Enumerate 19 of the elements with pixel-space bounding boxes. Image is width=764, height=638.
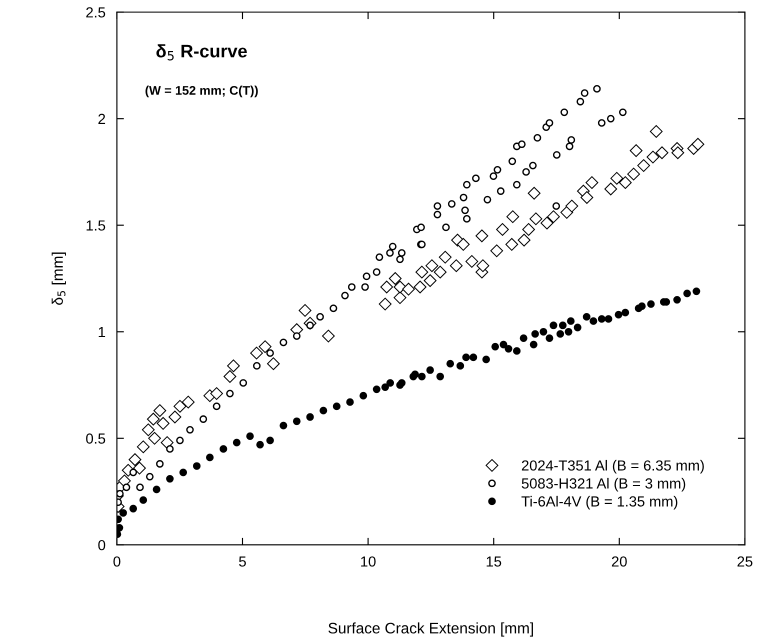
legend-label: Ti-6Al-4V (B = 1.35 mm)	[521, 496, 678, 510]
x-tick-label: 5	[239, 556, 246, 567]
x-tick-label: 25	[738, 556, 752, 567]
y-tick-label: 0.5	[86, 433, 106, 444]
text: (W = 152 mm; C(T))	[146, 86, 258, 98]
x-axis-title: Surface Crack Extension [mm]	[328, 622, 533, 637]
x-tick-label: 0	[113, 556, 120, 567]
x-tick-label: 15	[486, 556, 502, 567]
y-tick-label: 0	[98, 540, 106, 550]
x-tick-label: 10	[361, 556, 376, 567]
y-tick-label: 2	[98, 114, 106, 124]
y-tick-label: 1	[98, 327, 106, 338]
text: δ$_{5}$ R-curve	[156, 44, 247, 60]
x-tick-label: 20	[612, 556, 627, 567]
legend-label: 5083-H321 Al (B = 3 mm)	[522, 478, 686, 492]
y-tick-label: 1.5	[86, 220, 106, 231]
y-axis-title: δ$_{5}$ [mm]	[52, 252, 66, 305]
y-tick-label: 2.5	[86, 7, 106, 18]
legend-label: 2024-T351 Al (B = 6.35 mm)	[522, 460, 704, 474]
